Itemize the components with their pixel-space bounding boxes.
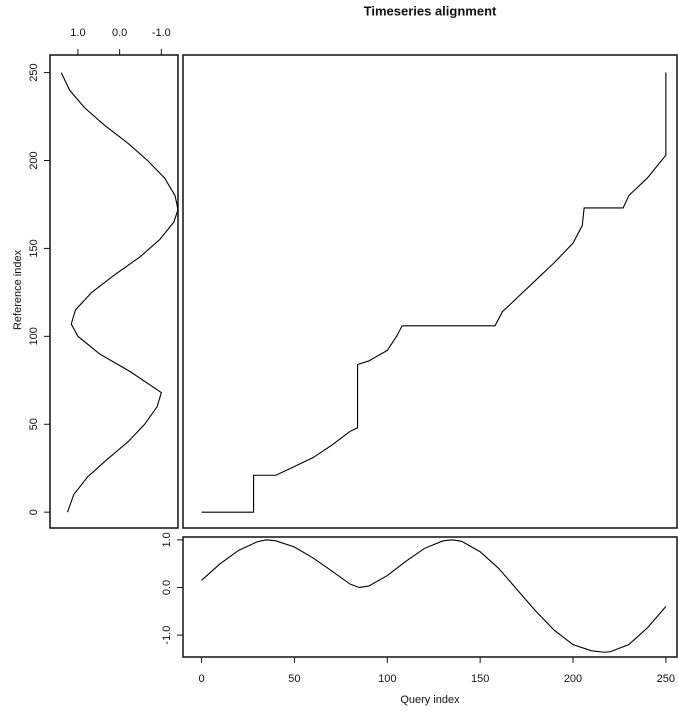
tick-label: 1.0 [70, 27, 85, 39]
series-line [60, 72, 179, 513]
tick-label: 150 [28, 239, 40, 257]
tick-label: 100 [28, 327, 40, 345]
tick-label: 250 [28, 63, 40, 81]
tick-label: 0.0 [161, 580, 173, 595]
tick-label: 0.0 [112, 27, 127, 39]
chart-title: Timeseries alignment [364, 3, 497, 18]
tick-label: 250 [657, 673, 675, 685]
tick-label: 50 [288, 673, 300, 685]
series-line [201, 72, 667, 513]
tick-label: 150 [471, 673, 489, 685]
tick-label: 0 [28, 509, 40, 515]
reference-frame [49, 54, 179, 529]
series-line [201, 539, 667, 653]
tick-label: 0 [199, 673, 205, 685]
tick-label: 100 [378, 673, 396, 685]
tick-label: 200 [28, 151, 40, 169]
tick-label: 1.0 [161, 532, 173, 547]
y-axis-label: Reference index [12, 249, 24, 330]
tick-label: -1.0 [152, 27, 171, 39]
tick-label: -1.0 [161, 626, 173, 645]
query-frame [182, 536, 678, 658]
alignment-frame [182, 54, 678, 529]
x-axis-label: Query index [400, 694, 460, 706]
tick-label: 200 [564, 673, 582, 685]
tick-label: 50 [28, 418, 40, 430]
